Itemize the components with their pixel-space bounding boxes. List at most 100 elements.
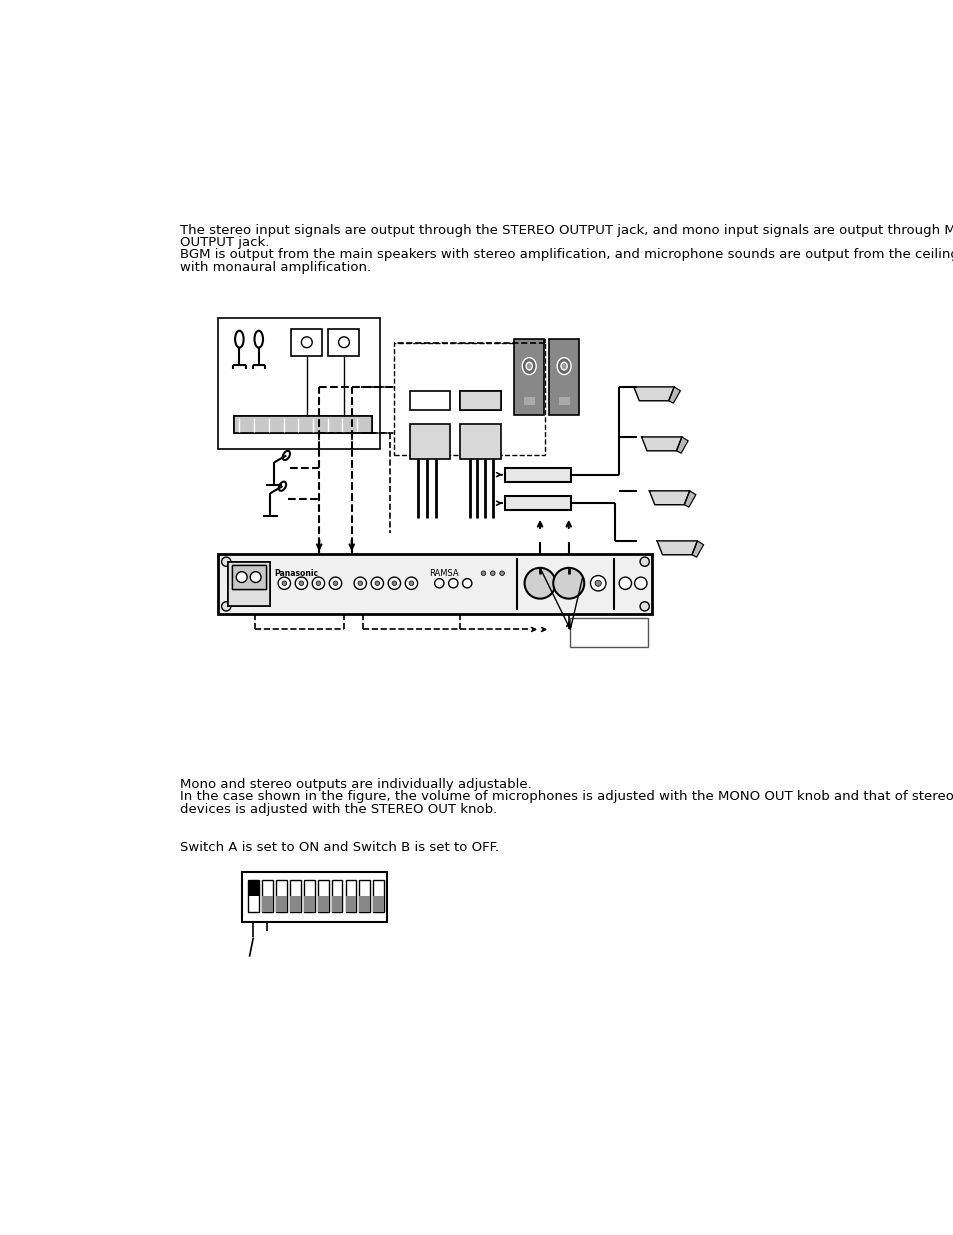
Text: RAMSA: RAMSA (429, 569, 458, 578)
Circle shape (553, 568, 583, 599)
Bar (261, 895, 273, 911)
Text: Switch A is set to ON and Switch B is set to OFF.: Switch A is set to ON and Switch B is se… (179, 841, 498, 855)
Circle shape (409, 580, 414, 585)
Polygon shape (668, 387, 679, 403)
Bar (233, 564, 266, 589)
Polygon shape (641, 437, 681, 451)
Circle shape (329, 577, 341, 589)
Bar (291, 330, 322, 356)
Circle shape (499, 571, 504, 576)
Circle shape (595, 580, 600, 587)
Circle shape (250, 572, 261, 583)
Bar (233, 416, 372, 433)
Circle shape (221, 557, 231, 567)
Text: In the case shown in the figure, the volume of microphones is adjusted with the : In the case shown in the figure, the vol… (179, 790, 953, 804)
Text: BGM is output from the main speakers with stereo amplification, and microphone s: BGM is output from the main speakers wit… (179, 248, 953, 262)
Bar (233, 416, 372, 433)
Ellipse shape (525, 362, 532, 370)
Circle shape (333, 580, 337, 585)
Bar (303, 895, 314, 911)
Circle shape (375, 580, 379, 585)
Bar (345, 879, 356, 911)
Circle shape (278, 577, 291, 589)
Bar (248, 879, 258, 895)
Circle shape (354, 577, 366, 589)
Text: Mono and stereo outputs are individually adjustable.: Mono and stereo outputs are individually… (179, 778, 531, 792)
Circle shape (480, 571, 485, 576)
Bar (261, 879, 273, 911)
Circle shape (312, 577, 324, 589)
Circle shape (236, 572, 247, 583)
Bar (218, 317, 379, 448)
Bar (514, 340, 543, 415)
Bar (332, 879, 342, 911)
Bar (345, 895, 356, 911)
Circle shape (221, 601, 231, 611)
Bar (228, 562, 270, 606)
Bar (410, 424, 450, 458)
Polygon shape (633, 387, 674, 401)
Polygon shape (657, 541, 697, 555)
Bar (373, 895, 384, 911)
Bar (459, 424, 500, 458)
Bar (505, 468, 571, 482)
Text: with monaural amplification.: with monaural amplification. (179, 261, 371, 274)
Circle shape (448, 579, 457, 588)
Bar (228, 562, 270, 606)
Bar (410, 390, 450, 410)
Circle shape (634, 577, 646, 589)
Ellipse shape (521, 358, 536, 374)
Bar (290, 895, 300, 911)
Bar (523, 396, 534, 405)
Circle shape (298, 580, 303, 585)
Bar (514, 340, 543, 415)
Bar (459, 390, 500, 410)
Bar (290, 879, 300, 911)
Bar (248, 879, 258, 911)
Circle shape (639, 557, 649, 567)
Bar (549, 340, 578, 415)
Bar (218, 555, 652, 614)
Bar (233, 416, 372, 433)
Ellipse shape (557, 358, 571, 374)
Circle shape (462, 579, 472, 588)
Bar (359, 879, 370, 911)
Ellipse shape (560, 362, 567, 370)
Bar (459, 390, 500, 410)
Bar (233, 564, 266, 589)
Bar (275, 879, 286, 911)
Bar (558, 396, 569, 405)
Circle shape (405, 577, 417, 589)
Circle shape (392, 580, 396, 585)
Circle shape (590, 576, 605, 592)
Bar (410, 424, 450, 458)
Bar (317, 879, 328, 911)
Bar (317, 895, 328, 911)
Bar (275, 895, 286, 911)
Circle shape (388, 577, 400, 589)
Polygon shape (683, 490, 695, 508)
Circle shape (524, 568, 555, 599)
Circle shape (435, 579, 443, 588)
Bar (373, 879, 384, 911)
Circle shape (282, 580, 286, 585)
Bar (218, 555, 652, 614)
Circle shape (315, 580, 320, 585)
Bar (394, 343, 545, 454)
Circle shape (618, 577, 631, 589)
Circle shape (490, 571, 495, 576)
Bar (549, 340, 578, 415)
Bar (459, 390, 500, 410)
Circle shape (639, 601, 649, 611)
Text: Panasonic: Panasonic (274, 569, 318, 578)
Bar (505, 468, 571, 482)
Circle shape (294, 577, 307, 589)
Bar (505, 496, 571, 510)
Circle shape (371, 577, 383, 589)
Bar (359, 895, 370, 911)
Bar (303, 879, 314, 911)
Bar (228, 562, 270, 606)
Bar (505, 496, 571, 510)
Polygon shape (649, 490, 689, 505)
Bar (459, 424, 500, 458)
